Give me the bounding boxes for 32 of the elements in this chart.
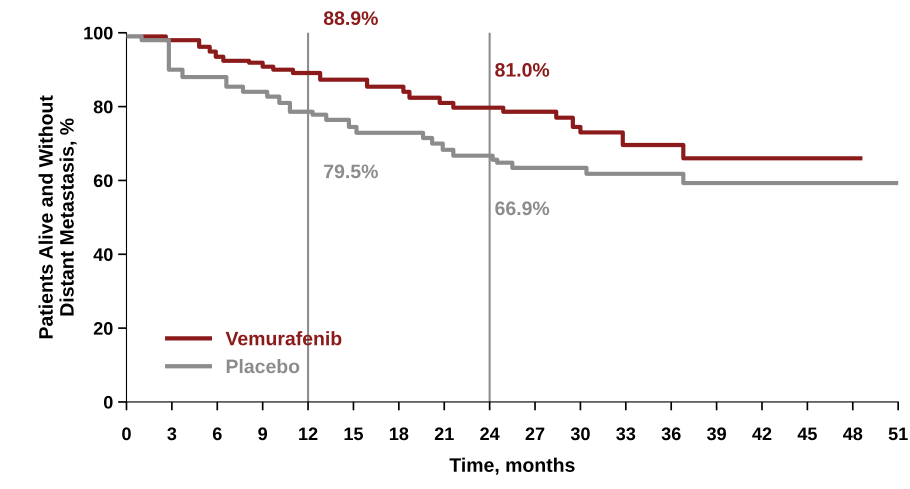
x-tick-label: 6 [212,427,222,440]
x-tick-label: 45 [798,428,817,440]
y-tick-label: 80 [94,100,113,114]
y-tick-label: 40 [93,248,113,261]
y-tick-label: 60 [94,174,113,188]
x-tick-label: 0 [122,427,131,440]
x-tick-label: 42 [752,427,772,440]
x-tick-label: 48 [843,427,862,440]
annotation: 81.0% [495,62,550,77]
annotation: 66.9% [495,201,550,216]
y-tick-label: 20 [94,322,113,335]
text: 88.9% [324,11,378,26]
x-tick-label: 15 [344,428,363,440]
x-tick-label: 9 [258,427,268,440]
x-tick-label: 3 [167,427,176,440]
y-tick-label: 0 [104,396,113,409]
legend-label: Placebo [226,358,300,374]
y-tick-label: 100 [84,26,113,40]
y-axis-title: Patients Alive and Without Distant Metastasis, % [38,95,77,338]
x-tick-label: 12 [299,427,318,440]
x-tick-label: 30 [570,427,590,440]
x-tick-label: 24 [480,427,500,440]
x-tick-label: 27 [526,427,544,440]
annotation: 79.5% [324,164,378,178]
x-tick-label: 36 [662,427,681,440]
x-tick-label: 33 [616,427,636,440]
x-tick-label: 21 [434,427,454,440]
legend-label: Vemurafenib [226,331,342,346]
x-tick-label: 51 [888,428,908,440]
x-axis-title: Time, months [450,458,575,475]
x-tick-label: 39 [706,427,726,440]
x-tick-label: 18 [390,427,408,440]
